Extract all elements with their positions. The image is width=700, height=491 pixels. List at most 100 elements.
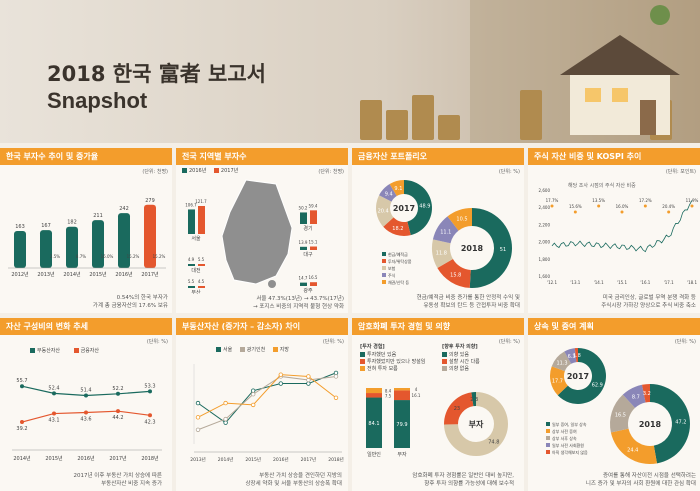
donut-center-label: 2017 <box>393 204 415 213</box>
stacked-segment <box>394 390 410 401</box>
data-label: 4.5 <box>198 279 205 284</box>
x-tick-label: 2015년 <box>245 456 261 463</box>
data-label: 13.9 <box>299 240 308 245</box>
tick-label: 2013년 <box>37 271 55 278</box>
slice-label: 1.8 <box>573 353 581 359</box>
segment-label: 16.1 <box>412 393 421 398</box>
bar-2017 <box>198 286 205 288</box>
legend-label: 주식 <box>388 272 396 278</box>
stacked-segment <box>366 397 382 448</box>
legend-swatch <box>546 436 550 440</box>
legend-label: 일부 사전 사회환원 <box>552 442 584 448</box>
share-point <box>643 204 647 208</box>
growth-label: 2.5% <box>50 254 60 259</box>
growth-label: 8.7% <box>76 254 86 259</box>
legend-label: 부동산자산 <box>37 348 61 354</box>
legend-item: 투자했었지만 있으나 망설임 <box>360 359 425 366</box>
tick-label: 2016년 <box>115 271 133 278</box>
donut-charts: 48.9 18.2 20.4 9.49.1 2017 51 15.8 11.8 11.1 10.5… <box>376 180 512 288</box>
panel-caption: 증여를 통해 자산이전 시점을 선택하려는 니즈 증가 및 부자의 사회 환원에… <box>528 473 696 488</box>
slice-label: 2.3 <box>470 397 478 403</box>
unit-label: (단위: %) <box>146 339 168 345</box>
region-label: 대구 <box>303 251 313 258</box>
panel-caption: 암호화폐 투자 경험률은 일반인 대비 높지만, 향후 투자 의향률 가능성에 … <box>352 473 514 488</box>
x-tick-label: 2013년 <box>190 456 206 463</box>
data-label: 44.2 <box>112 415 123 421</box>
x-tick-label: 2016년 <box>273 456 289 463</box>
data-point <box>116 391 120 396</box>
caption-line: 유동성 확보의 탄드 등 간접투자 비중 확대 <box>423 302 520 309</box>
stacked-segment <box>366 388 382 394</box>
legend-label: 2017년 <box>220 168 239 174</box>
slice-label: 10.5 <box>456 217 467 223</box>
legend-item: 서울 <box>216 347 232 353</box>
legend-label: 설할 시간 다름 <box>449 359 480 365</box>
slice-label: 48.9 <box>419 203 430 209</box>
legend-item: 광기인천 <box>239 347 265 353</box>
data-point <box>250 402 256 408</box>
slice-label: 8.7 <box>632 394 640 400</box>
caption-line: 니즈 증가 및 부자의 사회 환원에 대한 관심 확대 <box>585 480 696 487</box>
panel-title: 부동산자산 (중가자 – 감소자) 차이 <box>176 318 348 335</box>
bar-label: 일반인 <box>367 451 381 458</box>
bar-2017 <box>198 264 205 266</box>
page-subtitle: Snapshot <box>47 88 148 113</box>
x-tick-label: 2017년 <box>109 455 127 462</box>
legend-swatch <box>382 280 386 284</box>
caption-line: 부동산 가치 상승을 견인하던 지방의 <box>259 473 342 479</box>
caption-line: 현금/예적금 비중 증가를 통한 안정적 수익 및 <box>416 295 520 301</box>
unit-label: (단위: %) <box>674 339 696 345</box>
y-tick-label: 2,600 <box>539 188 551 193</box>
data-label: 42.3 <box>144 419 155 425</box>
slice <box>447 208 472 231</box>
share-point <box>620 210 624 214</box>
unit-label: (단위: %) <box>322 339 344 345</box>
region-label: 대전 <box>191 267 201 274</box>
slice <box>650 384 690 464</box>
region-label: 서울 <box>191 235 201 242</box>
slice-label: 62.9 <box>592 382 603 388</box>
data-label: 121.7 <box>195 199 207 204</box>
data-label: 211 <box>93 213 103 219</box>
bar-chart: 163 2012년 167 2013년 2.5% 182 2014년 8.7% 211 2015년… <box>8 198 166 278</box>
caption-line: 증여를 통해 자산이전 시점을 선택하려는 <box>602 473 696 479</box>
legend-label: 상부 사전 증여 <box>552 428 577 434</box>
panel-stock-kospi: 주식 자산 비중 및 KOSPI 추이 (단위: 포인트) 해당 조사 시점의 … <box>528 148 700 313</box>
slice-label: 3.2 <box>643 391 651 397</box>
crypto-charts: 84.1 7.58.4 일반인 79.9 16.14 부자 74.8 23 2.3 부자 <box>366 387 508 458</box>
slice-label: 9.1 <box>394 186 402 192</box>
slice-label: 17.7 <box>552 378 563 384</box>
donut-center-label: 2018 <box>461 244 484 253</box>
segment-label: 8.4 <box>385 389 392 394</box>
caption-line: 가계 총 금융자산의 17.6% 보유 <box>92 302 168 309</box>
data-point <box>148 413 152 418</box>
slice <box>610 428 658 464</box>
data-label: 39.2 <box>16 426 27 432</box>
slice <box>642 384 650 403</box>
legend-label: 서울 <box>223 347 233 353</box>
share-label: 16.0% <box>616 204 629 209</box>
legend-label: 투자/위탁상품 <box>388 258 412 264</box>
legend-item: 전혀 투자 모름 <box>360 366 425 373</box>
panel-title: 주식 자산 비중 및 KOSPI 추이 <box>528 148 700 165</box>
legend-swatch <box>546 422 550 426</box>
share-point <box>667 210 671 214</box>
bar-2016 <box>300 282 307 286</box>
legend-swatch <box>382 266 386 270</box>
data-label: 106.7 <box>185 202 197 207</box>
header-illustration <box>360 0 700 143</box>
data-point <box>333 370 339 376</box>
x-tick-label: 2014년 <box>13 455 31 462</box>
share-point <box>550 204 554 208</box>
legend-label: 일부 증여, 일부 상속 <box>552 421 587 427</box>
legend-swatch <box>546 450 550 454</box>
panel-title: 금융자산 포트폴리오 <box>352 148 524 165</box>
legend-label: 현금/예적금 <box>388 251 408 257</box>
x-tick-label: '14.1 <box>594 280 604 285</box>
slice <box>437 259 471 288</box>
caption-line: 서울 47.3%(13년) → 43.7%(17년) <box>256 296 344 302</box>
x-tick-label: 2018년 <box>328 456 344 463</box>
slice-label: 74.8 <box>488 440 499 446</box>
growth-label: 15.2% <box>153 254 166 259</box>
panel-caption: 현금/예적금 비중 증가를 통한 안정적 수익 및 유동성 확보의 탄드 등 간… <box>352 295 520 310</box>
